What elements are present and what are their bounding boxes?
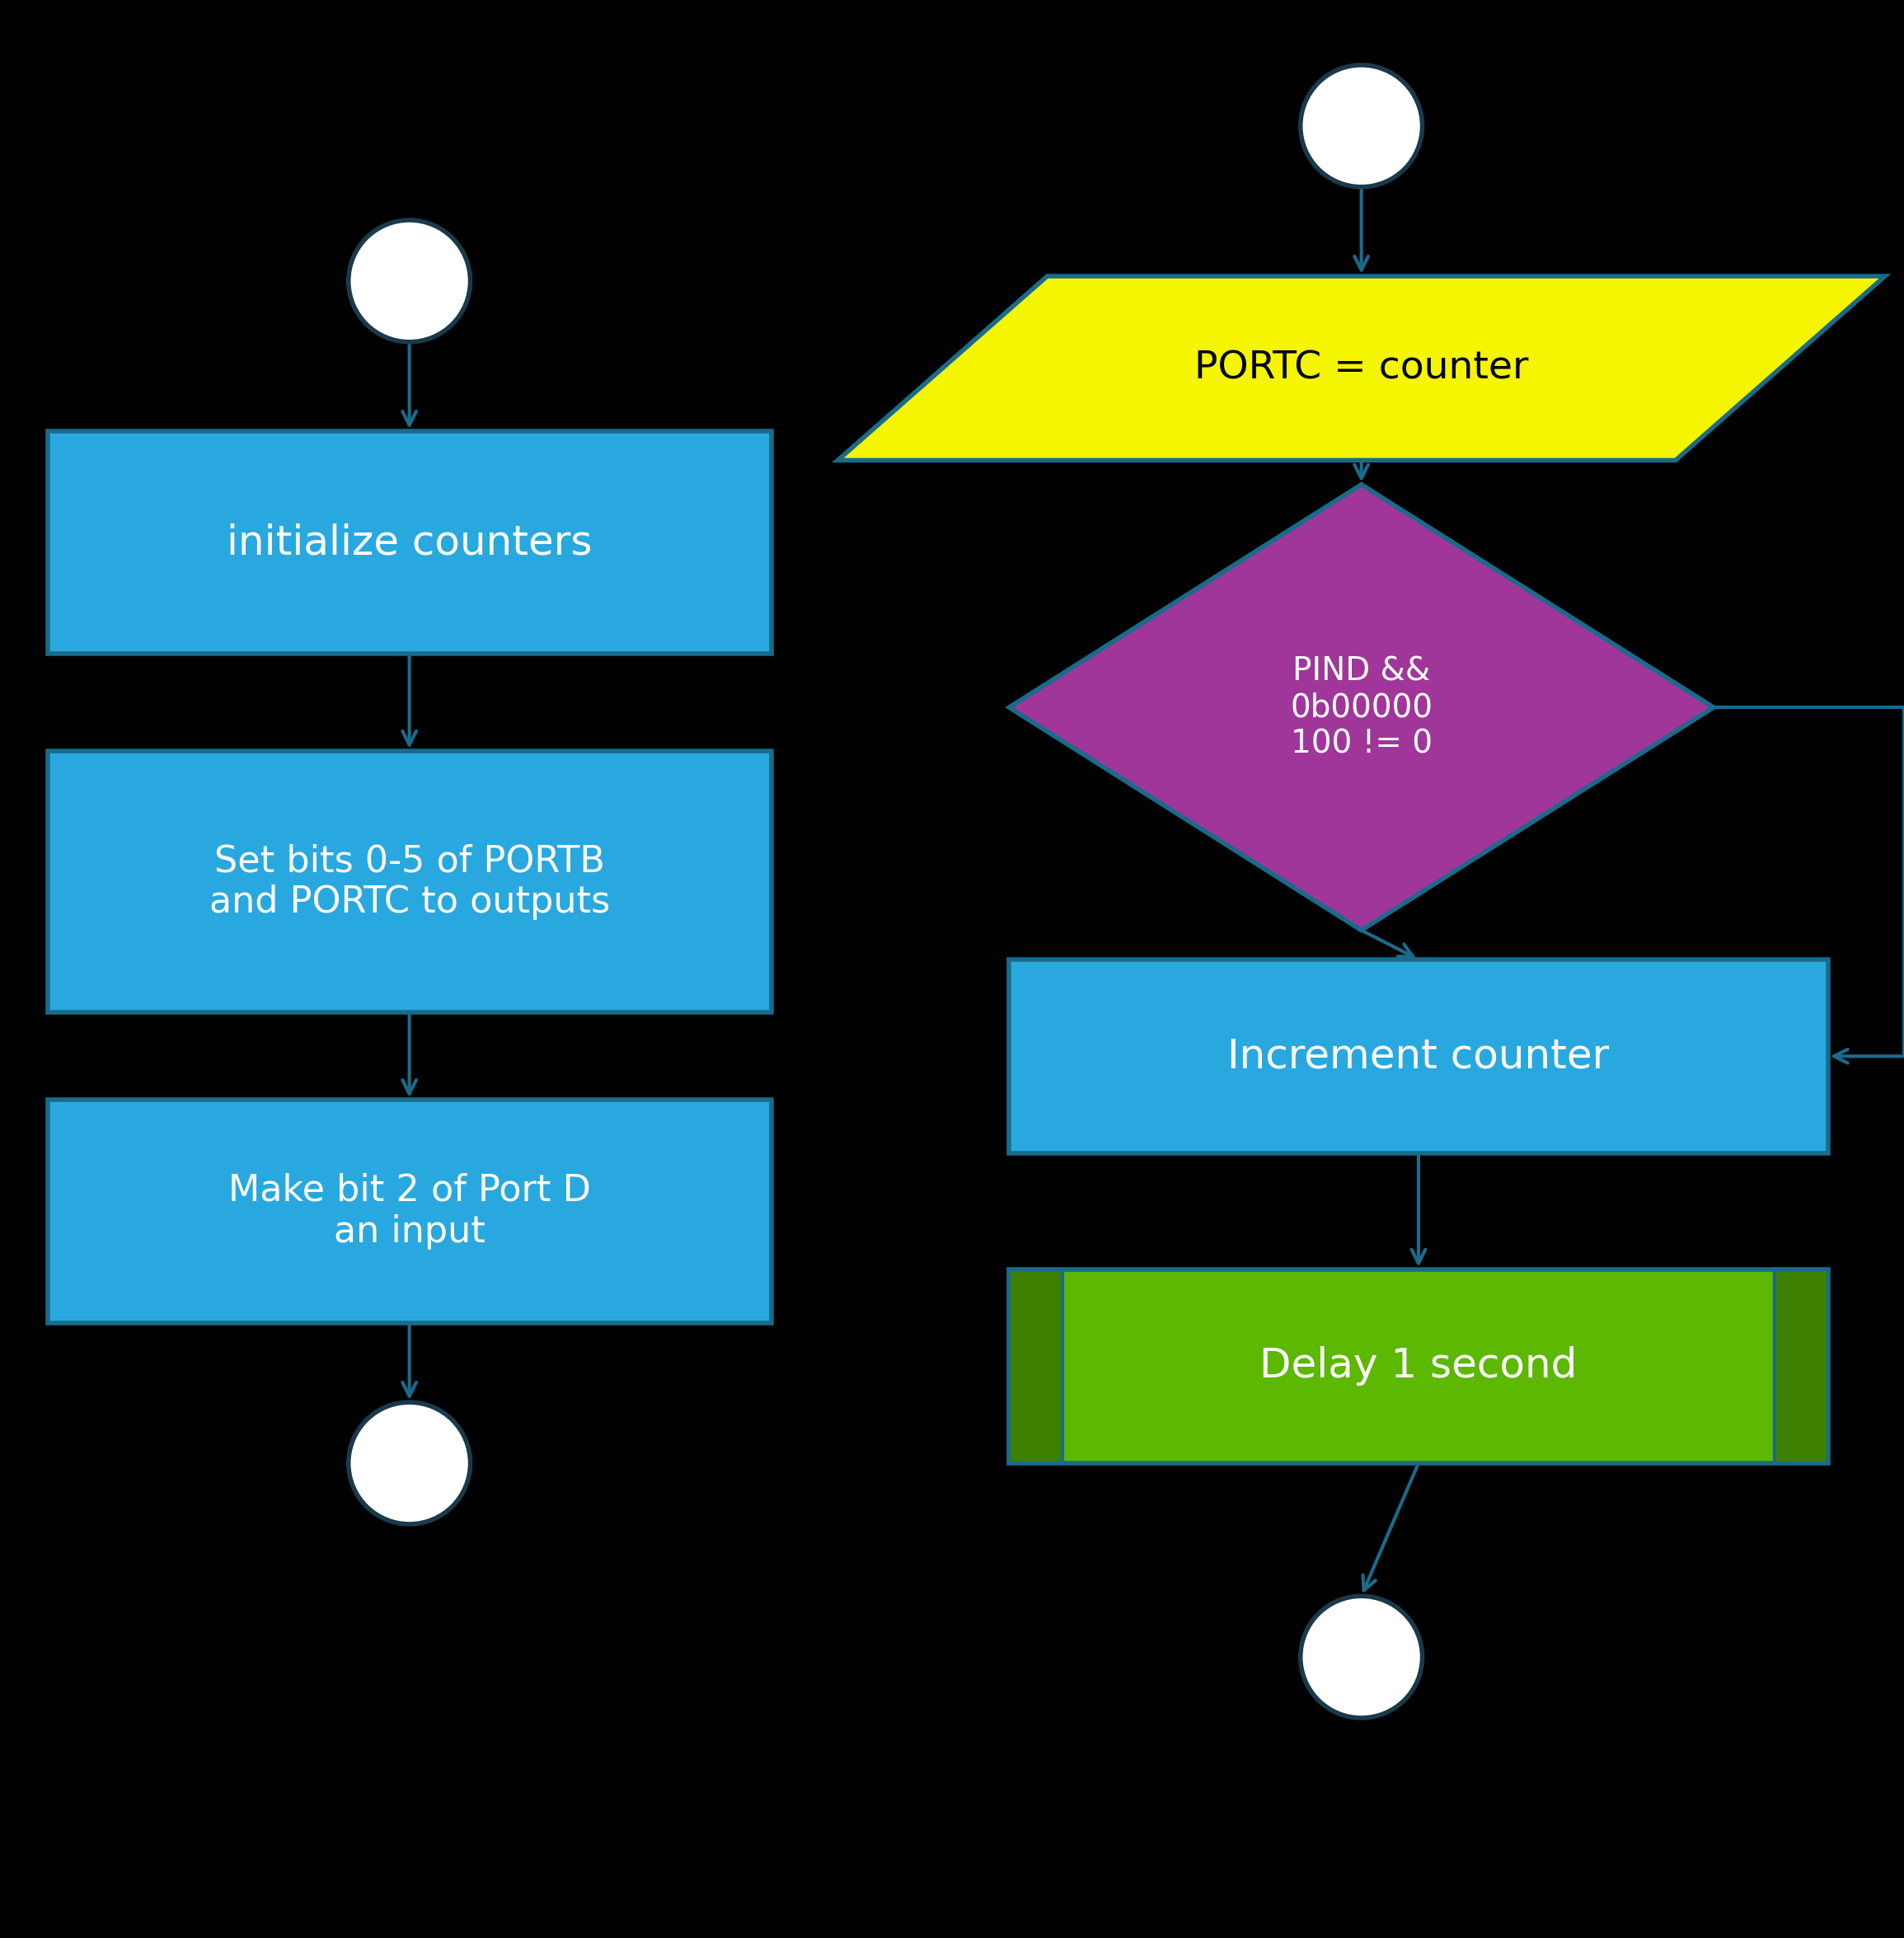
Text: PORTC = counter: PORTC = counter [1194,349,1529,388]
Polygon shape [838,275,1885,459]
Ellipse shape [348,1403,470,1523]
FancyBboxPatch shape [48,750,771,1012]
Text: Make bit 2 of Port D
an input: Make bit 2 of Port D an input [228,1172,590,1250]
FancyBboxPatch shape [1009,959,1828,1153]
Ellipse shape [1300,1597,1422,1717]
Text: Increment counter: Increment counter [1228,1037,1609,1076]
Polygon shape [1009,484,1714,930]
FancyBboxPatch shape [48,432,771,655]
Text: PIND &&
0b00000
100 != 0: PIND && 0b00000 100 != 0 [1291,655,1432,760]
FancyBboxPatch shape [48,1101,771,1322]
Text: Set bits 0-5 of PORTB
and PORTC to outputs: Set bits 0-5 of PORTB and PORTC to outpu… [209,843,609,921]
FancyBboxPatch shape [1775,1269,1828,1463]
Ellipse shape [348,221,470,341]
Text: Delay 1 second: Delay 1 second [1260,1347,1577,1386]
FancyBboxPatch shape [1009,1269,1062,1463]
Text: initialize counters: initialize counters [227,523,592,562]
Ellipse shape [1300,66,1422,186]
FancyBboxPatch shape [1009,1269,1828,1463]
